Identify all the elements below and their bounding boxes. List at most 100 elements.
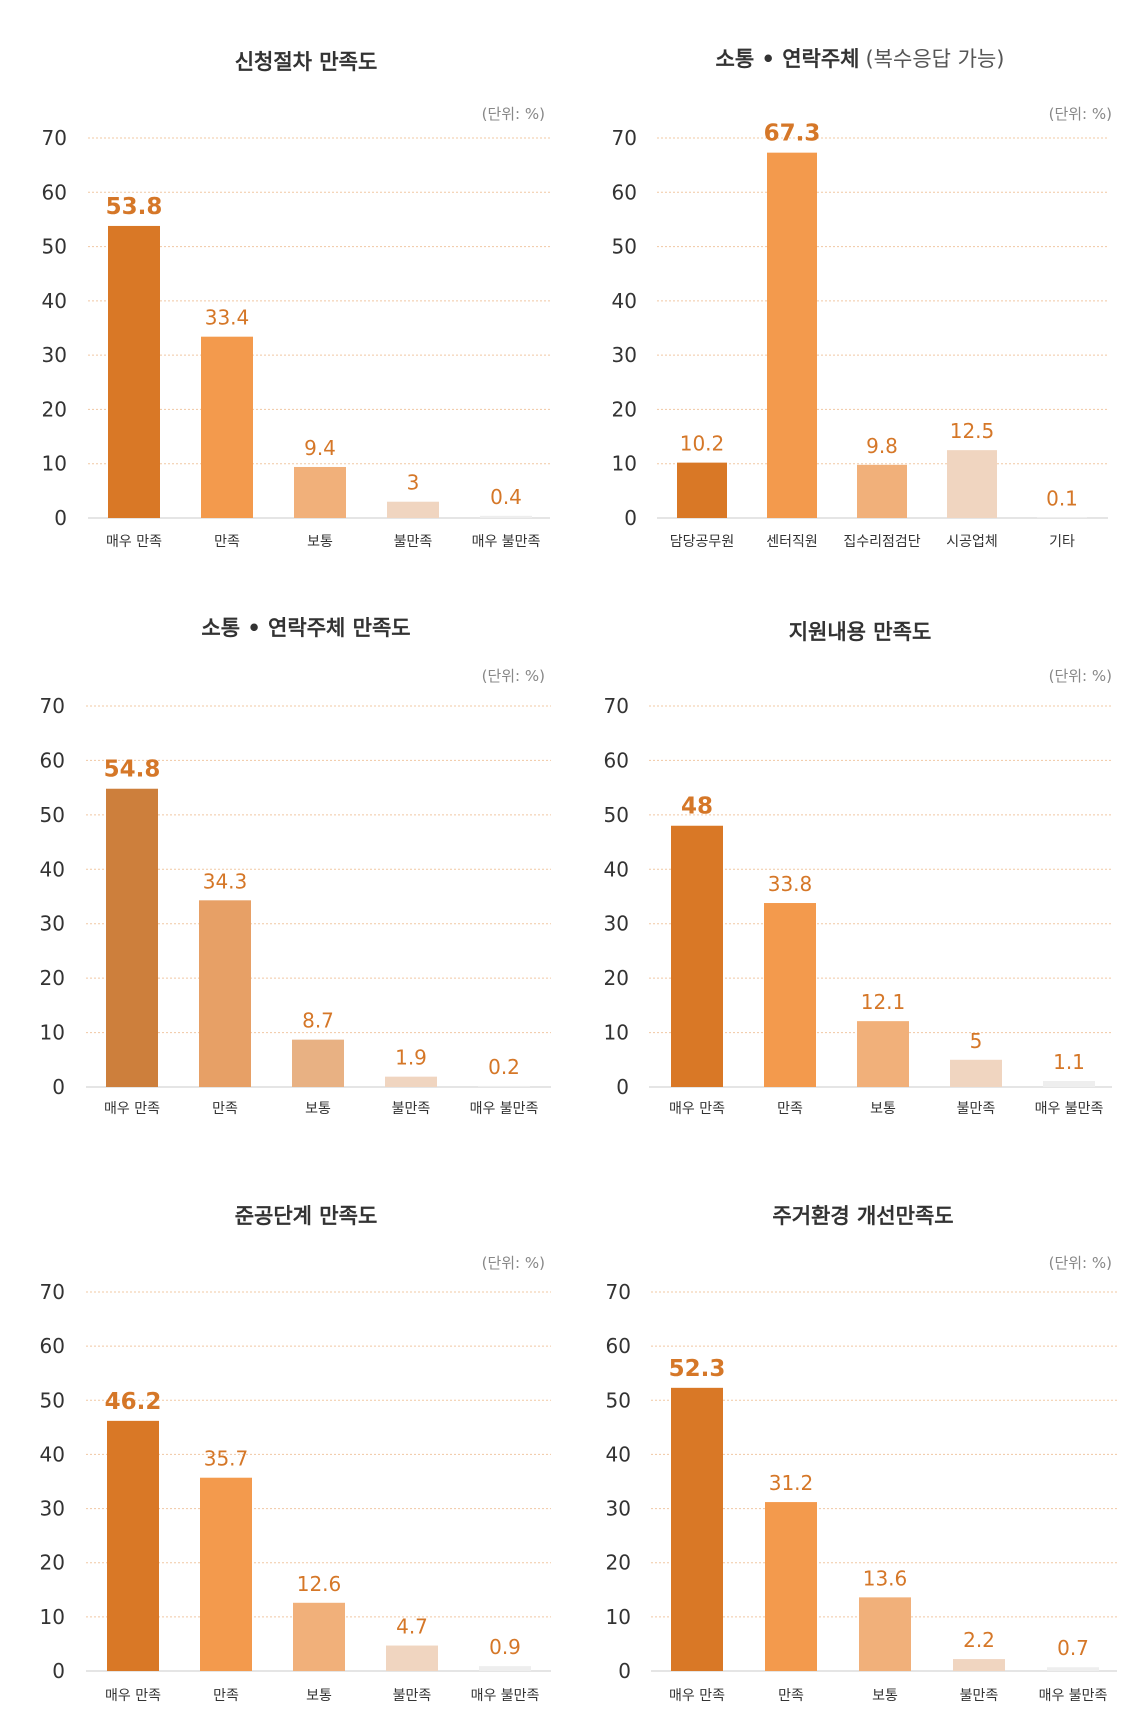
x-tick-label: 매우 불만족 (471, 1688, 540, 1704)
y-tick-label: 20 (612, 397, 637, 421)
x-tick-label: 만족 (778, 1688, 804, 1704)
y-tick-label: 40 (606, 1442, 631, 1466)
bar (479, 1666, 531, 1671)
data-label: 0.2 (488, 1055, 520, 1079)
x-tick-label: 시공업체 (946, 534, 998, 550)
x-tick-label: 센터직원 (766, 534, 818, 550)
chart-4: 지원내용 만족도 (단위: %) 0 10 20 30 40 50 60 70 48 매우 만족 33.… (604, 620, 1112, 1117)
bar (1043, 1081, 1095, 1087)
y-tick-label: 50 (612, 235, 637, 259)
bar (677, 462, 727, 518)
y-tick-label: 10 (606, 1605, 631, 1629)
bar (1037, 517, 1087, 518)
data-label: 54.8 (104, 757, 161, 783)
y-tick-label: 70 (40, 1280, 65, 1304)
data-label: 0.7 (1057, 1636, 1089, 1660)
y-tick-label: 10 (604, 1021, 629, 1045)
y-tick-label: 40 (40, 1442, 65, 1466)
chart-title-main: 소통 • 연락주체 만족도 (201, 616, 410, 640)
data-label: 33.8 (768, 872, 813, 896)
chart-title-main: 주거환경 개선만족도 (772, 1204, 953, 1228)
bar (294, 466, 346, 518)
data-label: 52.3 (669, 1356, 726, 1382)
chart-6: 주거환경 개선만족도 (단위: %) 0 10 20 30 40 50 60 70 52.3 매우 만… (606, 1204, 1117, 1704)
unit-label: (단위: %) (1049, 667, 1112, 685)
data-label: 3 (407, 471, 420, 495)
y-tick-label: 0 (52, 1075, 65, 1099)
bar (106, 788, 158, 1087)
y-tick-label: 20 (42, 397, 67, 421)
x-tick-label: 만족 (214, 534, 240, 550)
data-label: 5 (970, 1029, 983, 1053)
bar (386, 1645, 438, 1671)
bar (292, 1039, 344, 1087)
bar (480, 515, 532, 518)
y-tick-label: 70 (40, 694, 65, 718)
y-tick-label: 70 (42, 126, 67, 150)
data-label: 13.6 (863, 1566, 908, 1590)
chart-3: 소통 • 연락주체 만족도 (단위: %) 0 10 20 30 40 50 60 70 54.8 매… (40, 616, 551, 1117)
x-tick-label: 만족 (212, 1101, 238, 1117)
y-tick-label: 0 (618, 1659, 631, 1683)
y-tick-label: 50 (606, 1388, 631, 1412)
chart-title-main: 신청절차 만족도 (235, 50, 378, 74)
y-tick-label: 0 (624, 506, 637, 530)
y-tick-label: 10 (40, 1605, 65, 1629)
bar (387, 501, 439, 518)
bar (857, 464, 907, 518)
chart-title-main: 준공단계 만족도 (235, 1204, 378, 1228)
x-tick-label: 만족 (213, 1688, 239, 1704)
x-tick-label: 보통 (307, 534, 333, 550)
x-tick-label: 불만족 (960, 1688, 999, 1704)
data-label: 31.2 (769, 1471, 814, 1495)
y-tick-label: 20 (40, 1551, 65, 1575)
y-tick-label: 40 (604, 857, 629, 881)
data-label: 46.2 (105, 1389, 162, 1415)
x-tick-label: 보통 (306, 1688, 332, 1704)
bar (764, 903, 816, 1087)
data-label: 10.2 (680, 432, 725, 456)
bar (108, 225, 160, 518)
y-tick-label: 50 (42, 235, 67, 259)
y-tick-label: 30 (40, 1497, 65, 1521)
chart-title: 준공단계 만족도 (235, 1204, 378, 1228)
y-tick-label: 30 (42, 343, 67, 367)
data-label: 12.5 (950, 419, 995, 443)
chart-title: 소통 • 연락주체 만족도 (201, 616, 410, 640)
bar (385, 1076, 437, 1087)
y-tick-label: 50 (40, 1388, 65, 1412)
chart-title-main: 소통 • 연락주체 (716, 47, 860, 71)
data-label: 1.9 (395, 1046, 427, 1070)
chart-1: 신청절차 만족도 (단위: %) 0 10 20 30 40 50 60 70 53.8 매우 만족 3… (42, 50, 550, 550)
x-tick-label: 매우 만족 (669, 1101, 725, 1117)
y-tick-label: 60 (42, 180, 67, 204)
bar (671, 825, 723, 1087)
y-tick-label: 70 (612, 126, 637, 150)
chart-title: 주거환경 개선만족도 (772, 1204, 953, 1228)
bar (953, 1659, 1005, 1671)
x-tick-label: 불만족 (957, 1101, 996, 1117)
y-tick-label: 30 (604, 912, 629, 936)
x-tick-label: 매우 불만족 (1035, 1101, 1104, 1117)
bar (200, 1477, 252, 1671)
data-label: 48 (681, 794, 713, 820)
x-tick-label: 불만족 (393, 1688, 432, 1704)
x-tick-label: 만족 (777, 1101, 803, 1117)
data-label: 1.1 (1053, 1050, 1085, 1074)
x-tick-label: 보통 (305, 1101, 331, 1117)
chart-5: 준공단계 만족도 (단위: %) 0 10 20 30 40 50 60 70 46.2 매우 만족 3… (40, 1204, 551, 1704)
y-tick-label: 50 (40, 803, 65, 827)
x-tick-label: 매우 만족 (669, 1688, 725, 1704)
y-tick-label: 30 (612, 343, 637, 367)
data-label: 12.6 (297, 1572, 342, 1596)
y-tick-label: 40 (42, 289, 67, 313)
data-label: 9.4 (304, 436, 336, 460)
bar (293, 1602, 345, 1671)
x-tick-label: 매우 불만족 (472, 534, 541, 550)
y-tick-label: 0 (616, 1075, 629, 1099)
data-label: 12.1 (861, 990, 906, 1014)
bar (947, 450, 997, 518)
y-tick-label: 50 (604, 803, 629, 827)
x-tick-label: 불만족 (394, 534, 433, 550)
data-label: 9.8 (866, 434, 898, 458)
